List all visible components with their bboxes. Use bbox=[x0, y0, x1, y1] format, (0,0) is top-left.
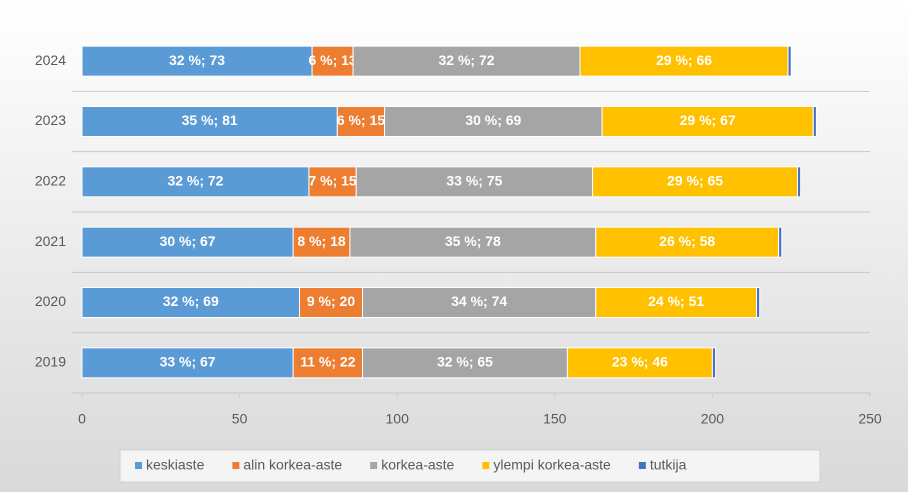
bar-segment bbox=[81, 166, 310, 198]
data-label: 8 %; 18 bbox=[297, 233, 345, 249]
legend-label: alin korkea-aste bbox=[243, 457, 342, 473]
y-tick-label: 2020 bbox=[35, 293, 66, 309]
x-tick-label: 250 bbox=[858, 411, 882, 427]
y-tick-label: 2019 bbox=[35, 354, 66, 370]
legend-label: korkea-aste bbox=[381, 457, 454, 473]
x-tick-label: 0 bbox=[78, 411, 86, 427]
bar-segment bbox=[298, 287, 364, 318]
y-tick-label: 2024 bbox=[35, 52, 66, 68]
bar-segment bbox=[812, 106, 817, 137]
y-tick-label: 2021 bbox=[35, 233, 66, 249]
data-label: 33 %; 67 bbox=[160, 354, 216, 370]
data-label: 29 %; 67 bbox=[680, 112, 736, 128]
legend-swatch bbox=[232, 462, 240, 469]
data-label: 32 %; 69 bbox=[163, 293, 219, 309]
x-tick-label: 50 bbox=[232, 411, 248, 427]
x-tick-label: 150 bbox=[543, 411, 567, 427]
bar-segment bbox=[756, 287, 761, 318]
bar-segment bbox=[384, 106, 603, 137]
bar-segment bbox=[336, 106, 386, 137]
bar-segment bbox=[81, 287, 300, 318]
legend-swatch bbox=[638, 462, 646, 469]
legend-label: tutkija bbox=[650, 457, 687, 473]
bar-segment bbox=[566, 347, 713, 379]
legend-label: ylempi korkea-aste bbox=[493, 457, 611, 473]
data-label: 30 %; 67 bbox=[160, 233, 216, 249]
y-tick-label: 2022 bbox=[35, 173, 66, 189]
legend-label: keskiaste bbox=[146, 457, 205, 473]
data-label: 9 %; 20 bbox=[307, 293, 355, 309]
data-label: 6 %; 13 bbox=[308, 52, 356, 68]
bar-segment bbox=[81, 106, 338, 137]
bar-segment bbox=[352, 45, 581, 77]
legend-box bbox=[119, 449, 821, 483]
bar-segment bbox=[81, 347, 294, 379]
x-tick-label: 100 bbox=[386, 411, 410, 427]
data-label: 30 %; 69 bbox=[465, 112, 521, 128]
bar-segment bbox=[787, 45, 792, 77]
data-label: 29 %; 66 bbox=[656, 52, 712, 68]
data-label: 32 %; 65 bbox=[437, 354, 493, 370]
data-label: 32 %; 72 bbox=[439, 52, 495, 68]
bar-segment bbox=[308, 166, 357, 198]
bar-segment bbox=[81, 45, 313, 77]
bar-segment bbox=[349, 226, 597, 258]
legend-swatch bbox=[135, 462, 142, 469]
data-label: 29 %; 65 bbox=[667, 173, 723, 189]
legend-swatch bbox=[482, 462, 490, 469]
data-label: 7 %; 15 bbox=[308, 173, 356, 189]
legend-swatch bbox=[370, 462, 378, 469]
data-label: 32 %; 72 bbox=[167, 173, 223, 189]
bar-segment bbox=[601, 106, 814, 137]
data-label: 33 %; 75 bbox=[446, 173, 502, 189]
bar-segment bbox=[711, 347, 717, 379]
bar-segment bbox=[362, 347, 568, 379]
data-label: 35 %; 81 bbox=[182, 112, 238, 128]
bar-segment bbox=[595, 287, 758, 318]
bar-segment bbox=[362, 287, 597, 318]
bar-segment bbox=[355, 166, 594, 198]
data-label: 35 %; 78 bbox=[445, 233, 501, 249]
data-label: 32 %; 73 bbox=[169, 52, 225, 68]
bar-segment bbox=[81, 226, 294, 258]
data-label: 11 %; 22 bbox=[300, 354, 355, 370]
bar-segment bbox=[778, 226, 783, 258]
data-label: 26 %; 58 bbox=[659, 233, 715, 249]
data-label: 6 %; 15 bbox=[337, 112, 385, 128]
bar-segment bbox=[579, 45, 789, 77]
bar-segment bbox=[797, 166, 802, 198]
y-tick-label: 2023 bbox=[35, 112, 66, 128]
data-label: 23 %; 46 bbox=[612, 354, 668, 370]
data-label: 24 %; 51 bbox=[648, 293, 704, 309]
bar-segment bbox=[595, 226, 780, 258]
data-label: 34 %; 74 bbox=[451, 293, 507, 309]
x-tick-label: 200 bbox=[701, 411, 725, 427]
